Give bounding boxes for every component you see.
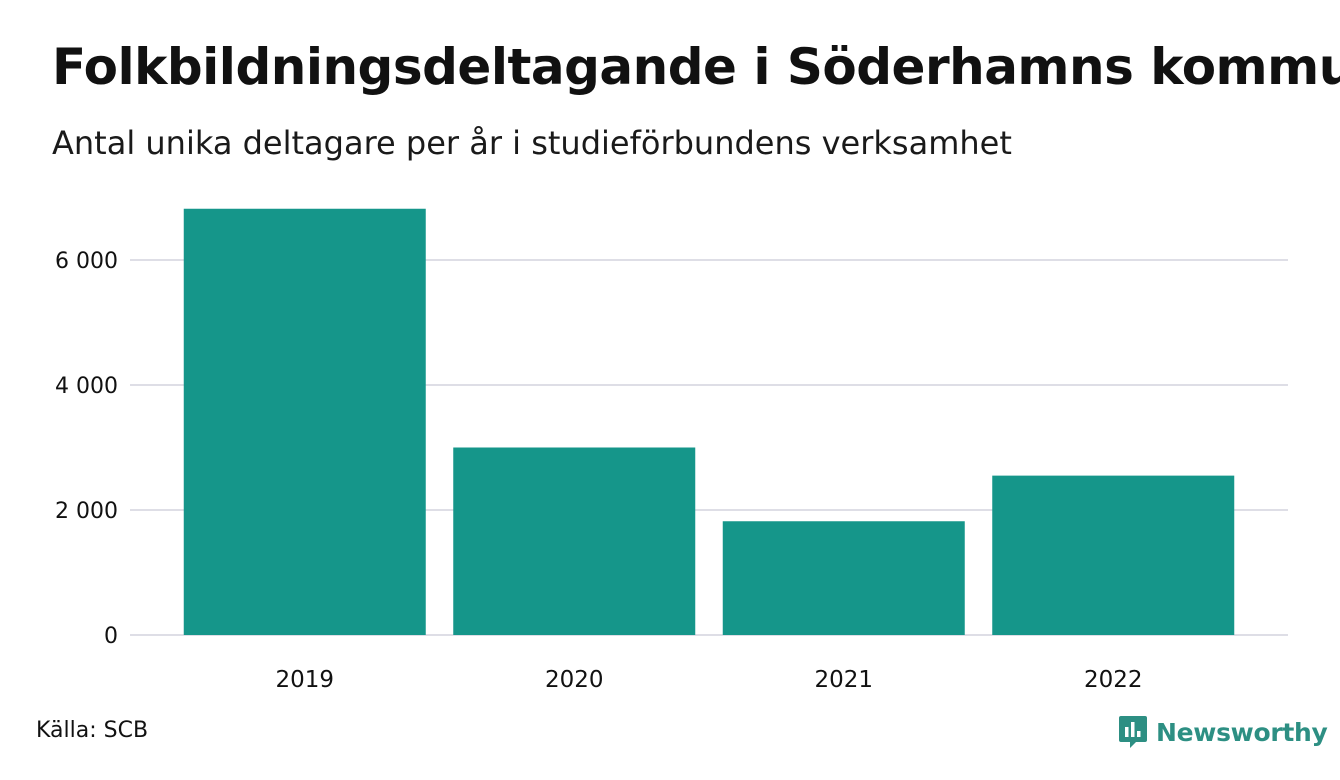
x-tick-label: 2020 <box>545 667 604 693</box>
newsworthy-logo: Newsworthy <box>1118 714 1328 750</box>
logo-text: Newsworthy <box>1156 717 1328 747</box>
newsworthy-logo-icon <box>1119 716 1147 748</box>
x-tick-label: 2019 <box>275 667 334 693</box>
y-tick-label: 6 000 <box>55 249 118 274</box>
bar-2020 <box>453 447 696 635</box>
bars <box>183 208 1235 635</box>
bar-2022 <box>992 475 1235 635</box>
bar-2021 <box>722 521 965 635</box>
chart-subtitle: Antal unika deltagare per år i studieför… <box>52 124 1012 162</box>
y-axis-ticks: 0 2 000 4 000 6 000 <box>55 249 118 649</box>
y-tick-label: 0 <box>104 624 118 649</box>
bar-2019 <box>183 208 426 635</box>
y-tick-label: 2 000 <box>55 499 118 524</box>
source-note: Källa: SCB <box>36 718 149 743</box>
x-tick-label: 2021 <box>814 667 873 693</box>
x-axis-ticks: 2019 2020 2021 2022 <box>275 667 1142 693</box>
y-tick-label: 4 000 <box>55 374 118 399</box>
x-tick-label: 2022 <box>1084 667 1143 693</box>
chart-title: Folkbildningsdeltagande i Söderhamns kom… <box>52 38 1340 96</box>
